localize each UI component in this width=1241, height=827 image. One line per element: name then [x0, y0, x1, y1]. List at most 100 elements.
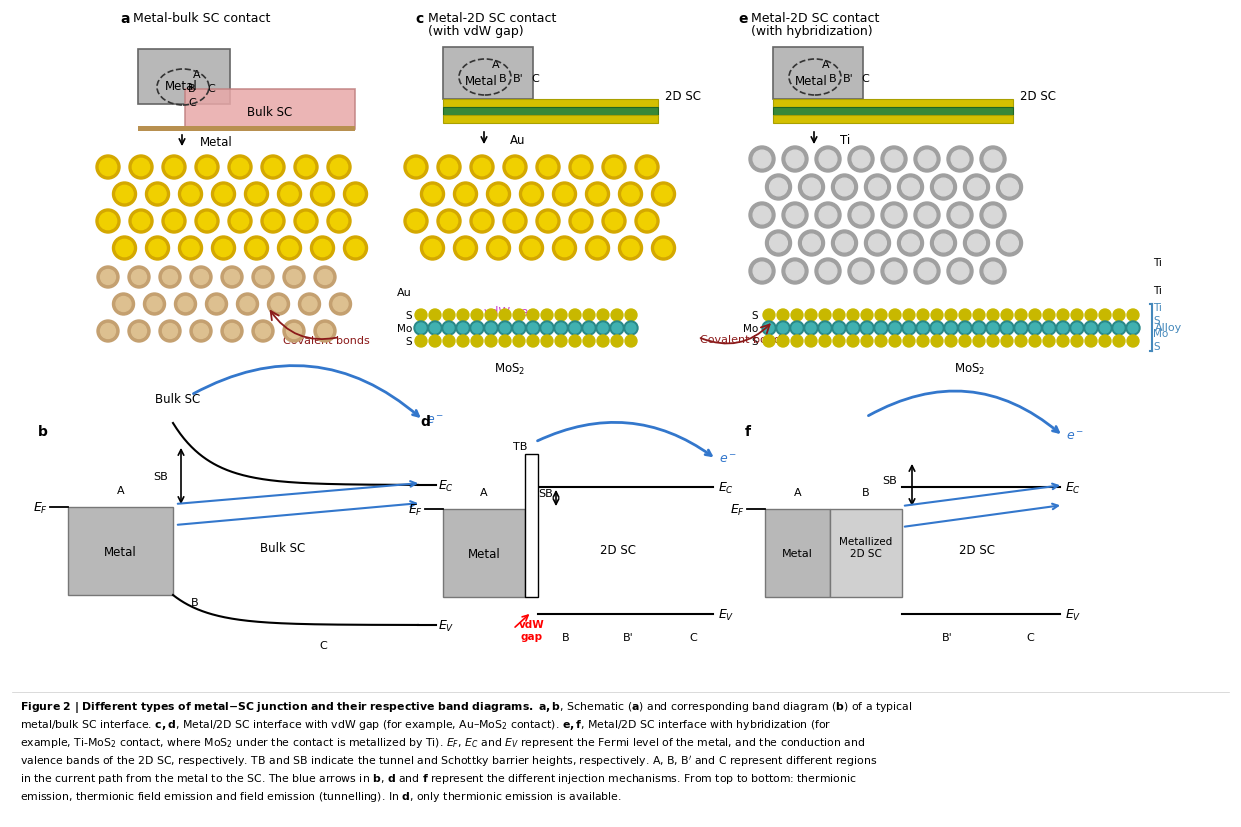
Circle shape — [622, 186, 639, 203]
Text: emission, thermionic field emission and field emission (tunnelling). In $\mathbf: emission, thermionic field emission and … — [20, 789, 622, 803]
Text: Metal: Metal — [782, 548, 813, 558]
Text: MoS$_2$: MoS$_2$ — [954, 361, 985, 376]
Text: Mo: Mo — [1153, 328, 1168, 338]
Circle shape — [457, 309, 469, 322]
Circle shape — [256, 324, 271, 339]
Circle shape — [848, 147, 874, 173]
Text: A: A — [491, 60, 500, 70]
Circle shape — [182, 186, 199, 203]
Circle shape — [414, 322, 428, 336]
Circle shape — [287, 324, 302, 339]
Text: (with vdW gap): (with vdW gap) — [428, 25, 524, 38]
Circle shape — [330, 213, 347, 231]
Circle shape — [231, 213, 248, 231]
Circle shape — [602, 155, 625, 179]
Circle shape — [237, 294, 258, 316]
Text: metal/bulk SC interface. $\mathbf{c,d}$, Metal/2D SC interface with vdW gap (for: metal/bulk SC interface. $\mathbf{c,d}$,… — [20, 717, 831, 731]
Circle shape — [115, 186, 133, 203]
Circle shape — [1016, 323, 1026, 333]
Text: A: A — [794, 487, 802, 497]
Circle shape — [310, 183, 335, 207]
Circle shape — [622, 240, 639, 257]
Circle shape — [903, 323, 915, 333]
Circle shape — [97, 321, 119, 342]
Circle shape — [606, 159, 623, 176]
Circle shape — [897, 231, 923, 256]
Circle shape — [1128, 323, 1138, 333]
FancyArrowPatch shape — [271, 312, 338, 340]
Circle shape — [848, 336, 859, 347]
Circle shape — [778, 323, 788, 333]
Circle shape — [99, 213, 117, 231]
Circle shape — [503, 210, 527, 234]
Text: Ti: Ti — [1153, 303, 1162, 313]
Circle shape — [115, 297, 132, 312]
Circle shape — [486, 237, 510, 261]
Circle shape — [570, 309, 581, 322]
Text: S: S — [1153, 316, 1159, 326]
Circle shape — [786, 263, 804, 280]
Circle shape — [333, 297, 347, 312]
Circle shape — [194, 270, 208, 285]
Circle shape — [442, 322, 455, 336]
Circle shape — [1042, 322, 1056, 336]
Text: valence bands of the 2D SC, respectively. TB and SB indicate the tunnel and Scho: valence bands of the 2D SC, respectively… — [20, 753, 877, 768]
Circle shape — [287, 270, 302, 285]
Bar — [443, 509, 525, 597]
Bar — [443, 108, 658, 116]
Text: B': B' — [623, 632, 633, 643]
Circle shape — [490, 186, 508, 203]
Circle shape — [472, 309, 483, 322]
Circle shape — [115, 240, 133, 257]
Circle shape — [652, 237, 675, 261]
Circle shape — [876, 323, 886, 333]
Circle shape — [861, 309, 872, 322]
Circle shape — [165, 159, 182, 176]
Circle shape — [881, 259, 907, 284]
Circle shape — [848, 309, 859, 322]
Circle shape — [763, 309, 774, 322]
Text: $E_F$: $E_F$ — [408, 502, 423, 517]
Text: Mo: Mo — [743, 323, 758, 333]
Circle shape — [1098, 322, 1112, 336]
Circle shape — [485, 336, 496, 347]
Circle shape — [280, 240, 298, 257]
Circle shape — [486, 323, 496, 333]
Text: S: S — [406, 311, 412, 321]
Circle shape — [252, 266, 274, 289]
Circle shape — [861, 336, 872, 347]
Circle shape — [589, 240, 606, 257]
Circle shape — [490, 240, 508, 257]
Circle shape — [885, 207, 903, 225]
Circle shape — [444, 323, 454, 333]
Circle shape — [782, 147, 808, 173]
Circle shape — [133, 159, 150, 176]
Circle shape — [101, 270, 115, 285]
Circle shape — [318, 324, 333, 339]
Circle shape — [833, 309, 845, 322]
Circle shape — [132, 270, 146, 285]
Circle shape — [947, 203, 973, 229]
Circle shape — [916, 322, 930, 336]
Circle shape — [314, 186, 331, 203]
Text: Ti: Ti — [1153, 258, 1162, 268]
Circle shape — [934, 235, 952, 252]
Circle shape — [958, 322, 972, 336]
Circle shape — [414, 336, 427, 347]
Circle shape — [556, 240, 573, 257]
Text: $e^-$: $e^-$ — [1066, 430, 1085, 443]
Circle shape — [951, 151, 969, 169]
Text: Covalent bonds: Covalent bonds — [700, 335, 787, 345]
Circle shape — [1113, 336, 1126, 347]
Circle shape — [145, 183, 170, 207]
Circle shape — [1059, 323, 1069, 333]
Text: A: A — [822, 60, 830, 70]
Circle shape — [959, 336, 970, 347]
Circle shape — [271, 297, 285, 312]
Circle shape — [947, 259, 973, 284]
Circle shape — [179, 237, 202, 261]
Text: C: C — [1026, 632, 1034, 643]
Circle shape — [421, 183, 444, 207]
Text: a: a — [120, 12, 129, 26]
Circle shape — [819, 151, 836, 169]
